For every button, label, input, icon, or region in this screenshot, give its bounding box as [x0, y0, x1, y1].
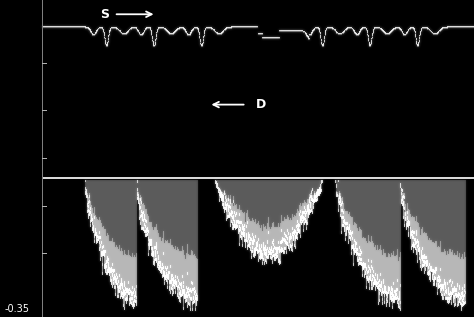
Text: D: D	[256, 98, 266, 111]
Text: -0.35: -0.35	[5, 304, 30, 314]
Text: S: S	[100, 8, 109, 21]
